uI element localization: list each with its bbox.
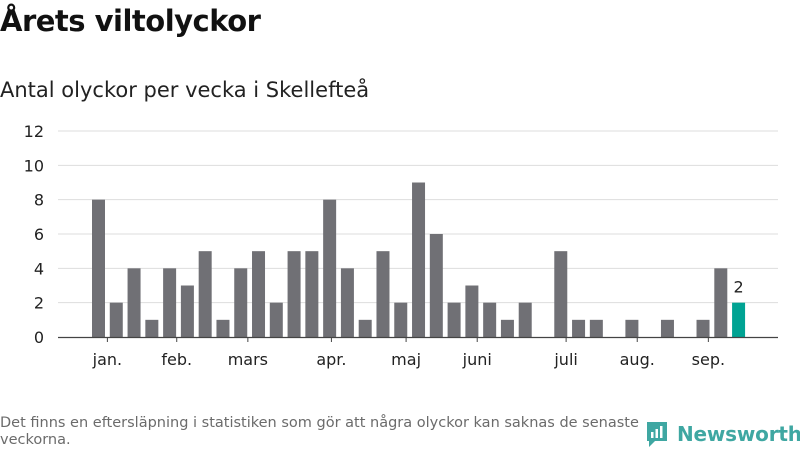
x-tick-label: juli <box>553 350 577 369</box>
bar <box>180 285 194 337</box>
bar <box>412 182 426 337</box>
bar <box>447 302 461 337</box>
bar <box>465 285 479 337</box>
annotations: 2 <box>733 278 743 297</box>
bar <box>714 268 728 337</box>
x-tick-label: jan. <box>92 350 122 369</box>
newsworthy-logo-icon <box>647 422 667 447</box>
x-tick-label: feb. <box>161 350 192 369</box>
bar <box>323 199 337 337</box>
bar <box>145 319 159 337</box>
y-axis-ticks: 0 2 4 6 8 10 12 <box>24 122 44 347</box>
y-tick-label: 4 <box>34 259 44 278</box>
chart-subtitle: Antal olyckor per vecka i Skellefteå <box>0 78 370 102</box>
bar <box>234 268 248 337</box>
y-tick-label: 0 <box>34 328 44 347</box>
x-tick-label: maj <box>391 350 421 369</box>
bar <box>376 251 390 337</box>
y-tick-label: 8 <box>34 191 44 210</box>
bar <box>500 319 514 337</box>
bar <box>127 268 141 337</box>
bar <box>394 302 408 337</box>
y-tick-label: 10 <box>24 156 44 175</box>
bar <box>429 234 443 337</box>
bar <box>554 251 568 337</box>
x-tick-label: apr. <box>316 350 346 369</box>
bar <box>216 319 230 337</box>
x-tick-label: mars <box>228 350 268 369</box>
bar <box>518 302 532 337</box>
bar <box>109 302 123 337</box>
bar <box>483 302 497 337</box>
highlight-value-label: 2 <box>733 278 743 297</box>
bar <box>198 251 212 337</box>
bar-chart: 0 2 4 6 8 10 12 jan. feb. mars apr. maj juni juli aug… <box>24 122 778 369</box>
bar <box>92 199 105 337</box>
x-axis-month-labels: jan. feb. mars apr. maj juni juli aug. sep. <box>92 337 725 369</box>
bar <box>305 251 319 337</box>
chart-title: Årets viltolyckor <box>0 4 261 38</box>
bar <box>287 251 301 337</box>
bar <box>696 319 710 337</box>
bar-highlight <box>732 302 746 337</box>
bars <box>92 182 746 337</box>
bar <box>572 319 586 337</box>
y-tick-label: 2 <box>34 294 44 313</box>
footnote: Det finns en eftersläpning i statistiken… <box>0 415 639 448</box>
brand: Newsworthy <box>645 420 800 448</box>
x-tick-label: aug. <box>620 350 655 369</box>
x-tick-label: sep. <box>692 350 725 369</box>
bar <box>340 268 354 337</box>
brand-name: Newsworthy <box>677 422 800 446</box>
bar <box>269 302 283 337</box>
bar <box>358 319 372 337</box>
bar <box>625 319 639 337</box>
bar <box>163 268 177 337</box>
y-tick-label: 6 <box>34 225 44 244</box>
bar <box>660 319 674 337</box>
bar <box>252 251 266 337</box>
x-tick-label: juni <box>462 350 492 369</box>
bar <box>589 319 603 337</box>
y-tick-label: 12 <box>24 122 44 141</box>
